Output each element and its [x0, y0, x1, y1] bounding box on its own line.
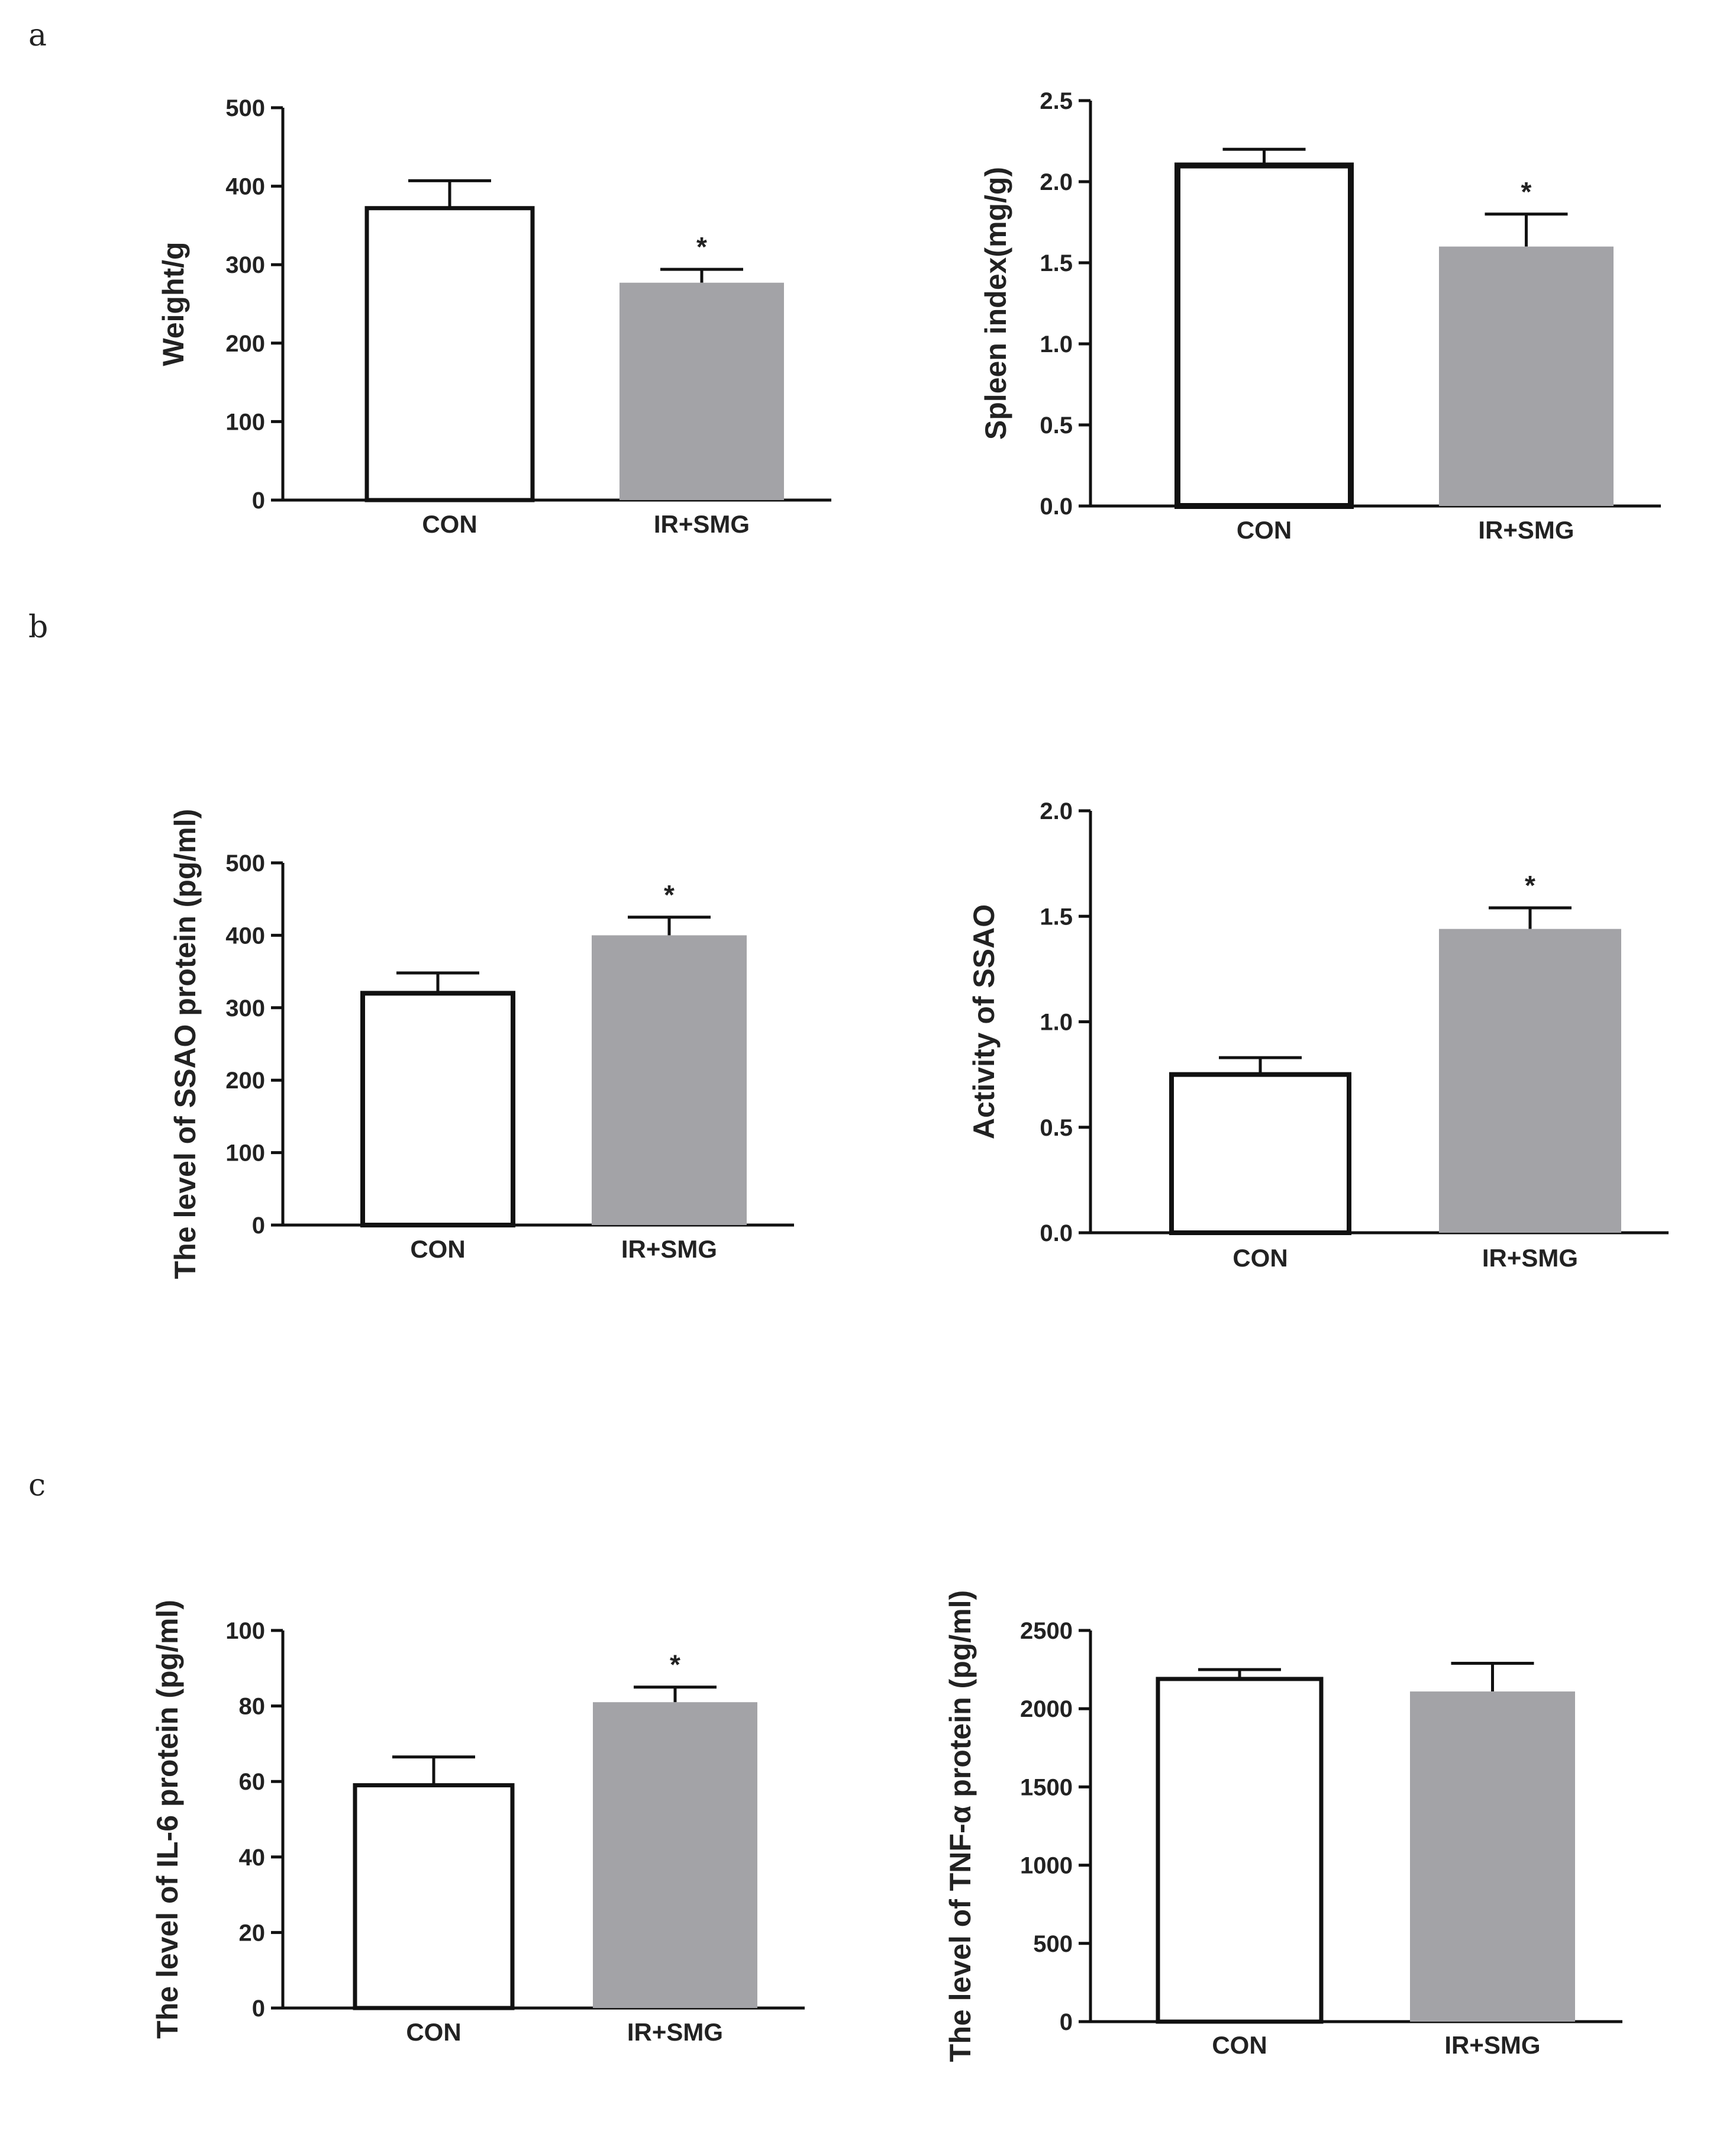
ssao-protein-y-tick-label: 100 — [225, 1140, 265, 1166]
spleen-index-significance-marker: * — [1521, 176, 1532, 207]
tnfa-protein-y-tick-label: 500 — [1033, 1931, 1073, 1957]
ssao-activity-y-tick-label: 0.0 — [1040, 1220, 1073, 1246]
tnfa-protein-y-tick-label: 2500 — [1020, 1618, 1073, 1644]
il6-protein-y-tick-label: 0 — [252, 1996, 265, 2022]
spleen-index-y-tick-label: 2.0 — [1040, 169, 1073, 195]
weight-category-label: IR+SMG — [654, 510, 750, 538]
ssao-activity-y-tick-label: 1.5 — [1040, 904, 1073, 930]
ssao-activity-significance-marker: * — [1525, 870, 1535, 901]
weight-y-tick-label: 500 — [225, 95, 265, 121]
ssao-activity-category-label: IR+SMG — [1482, 1244, 1578, 1272]
ssao-protein-bar-con — [360, 991, 515, 1227]
spleen-index-y-axis-title: Spleen index(mg/g) — [979, 167, 1012, 440]
ssao-activity-y-axis-title: Activity of SSAO — [967, 904, 1001, 1139]
il6-protein-bar-ir-smg — [593, 1702, 757, 2008]
ssao-activity-y-tick-label: 1.0 — [1040, 1010, 1073, 1036]
ssao-protein-y-tick-label: 0 — [252, 1213, 265, 1239]
tnfa-protein-bar-ir-smg — [1410, 1691, 1575, 2022]
ssao-protein-y-tick-label: 200 — [225, 1068, 265, 1094]
weight-y-axis-title: Weight/g — [157, 241, 190, 366]
spleen-index-bar-con — [1174, 162, 1354, 510]
spleen-index-category-label: CON — [1237, 516, 1292, 544]
ssao-protein-y-tick-label: 300 — [225, 995, 265, 1021]
il6-protein-category-label: IR+SMG — [627, 2018, 723, 2046]
ssao-protein-category-label: IR+SMG — [621, 1235, 717, 1263]
spleen-index-y-tick-label: 0.0 — [1040, 494, 1073, 520]
tnfa-protein-category-label: IR+SMG — [1444, 2031, 1540, 2059]
weight-bar-ir-smg — [619, 282, 784, 500]
spleen-index-y-tick-label: 1.0 — [1040, 331, 1073, 357]
ssao-protein-y-tick-label: 500 — [225, 850, 265, 876]
weight-category-label: CON — [422, 510, 477, 538]
spleen-index-y-tick-label: 1.5 — [1040, 250, 1073, 276]
ssao-protein-category-label: CON — [410, 1235, 465, 1263]
weight-y-tick-label: 300 — [225, 252, 265, 278]
tnfa-protein-bar-con — [1156, 1677, 1324, 2024]
il6-protein-category-label: CON — [406, 2018, 461, 2046]
ssao-protein-y-tick-label: 400 — [225, 923, 265, 949]
tnfa-protein-y-axis-title: The level of TNF-α protein (pg/ml) — [944, 1590, 977, 2062]
tnfa-protein-y-tick-label: 0 — [1060, 2009, 1073, 2035]
weight-y-tick-label: 400 — [225, 174, 265, 200]
panel-label-b: b — [28, 610, 49, 645]
spleen-index-bar-ir-smg — [1439, 246, 1614, 506]
ssao-activity-y-tick-label: 2.0 — [1040, 798, 1073, 824]
ssao-activity-bar-con — [1169, 1072, 1351, 1235]
ssao-activity-category-label: CON — [1232, 1244, 1288, 1272]
il6-protein-y-tick-label: 60 — [239, 1769, 266, 1795]
il6-protein-significance-marker: * — [670, 1649, 680, 1680]
panel-label-c: c — [28, 1468, 46, 1503]
ssao-activity-bar-ir-smg — [1439, 929, 1621, 1233]
il6-protein-y-tick-label: 100 — [225, 1618, 265, 1644]
weight-y-tick-label: 100 — [225, 409, 265, 435]
spleen-index-y-tick-label: 0.5 — [1040, 412, 1073, 439]
ssao-protein-y-axis-title: The level of SSAO protein (pg/ml) — [169, 809, 202, 1280]
spleen-index-y-tick-label: 2.5 — [1040, 88, 1073, 114]
weight-significance-marker: * — [696, 231, 707, 262]
spleen-index-category-label: IR+SMG — [1478, 516, 1574, 544]
panel-label-a: a — [28, 18, 47, 53]
ssao-protein-significance-marker: * — [664, 879, 675, 910]
il6-protein-y-tick-label: 80 — [239, 1694, 266, 1720]
il6-protein-bar-con — [353, 1783, 515, 2010]
weight-bar-con — [364, 206, 535, 502]
tnfa-protein-category-label: CON — [1212, 2031, 1267, 2059]
weight-y-tick-label: 0 — [252, 488, 265, 514]
tnfa-protein-y-tick-label: 1500 — [1020, 1774, 1073, 1800]
tnfa-protein-y-tick-label: 1000 — [1020, 1853, 1073, 1879]
weight-y-tick-label: 200 — [225, 331, 265, 357]
tnfa-protein-y-tick-label: 2000 — [1020, 1696, 1073, 1722]
il6-protein-y-axis-title: The level of IL-6 protein (pg/ml) — [151, 1600, 184, 2039]
il6-protein-y-tick-label: 40 — [239, 1845, 266, 1871]
ssao-protein-bar-ir-smg — [592, 935, 747, 1225]
il6-protein-y-tick-label: 20 — [239, 1920, 266, 1946]
ssao-activity-y-tick-label: 0.5 — [1040, 1115, 1073, 1141]
